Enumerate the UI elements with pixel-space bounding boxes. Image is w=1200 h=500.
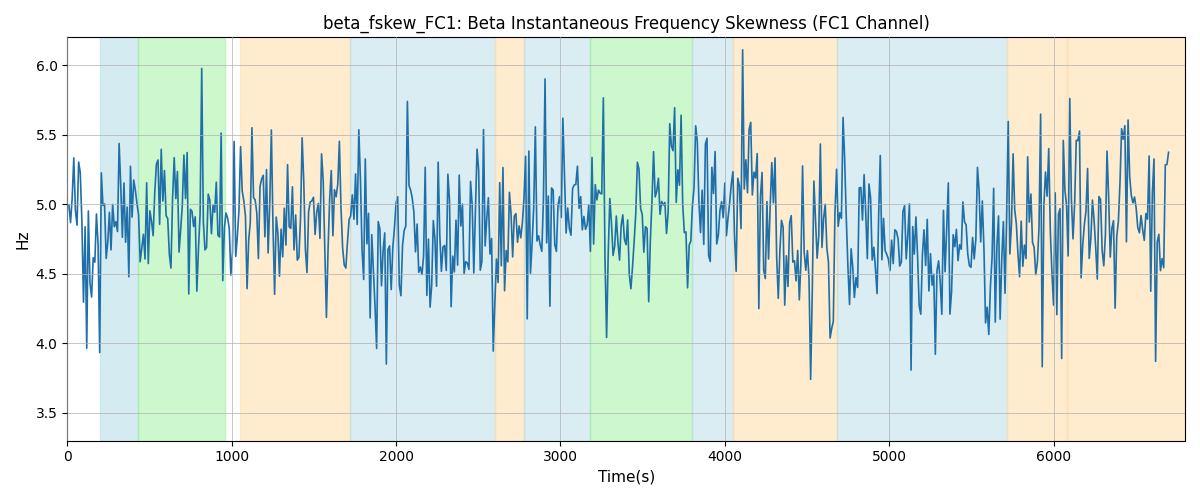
Bar <box>733 38 836 440</box>
Bar <box>524 38 590 440</box>
Bar <box>1008 38 1067 440</box>
X-axis label: Time(s): Time(s) <box>598 470 655 485</box>
Bar <box>100 38 138 440</box>
Bar <box>138 38 226 440</box>
Bar <box>240 38 350 440</box>
Bar <box>836 38 1008 440</box>
Bar <box>350 38 494 440</box>
Bar <box>692 38 733 440</box>
Title: beta_fskew_FC1: Beta Instantaneous Frequency Skewness (FC1 Channel): beta_fskew_FC1: Beta Instantaneous Frequ… <box>323 15 930 34</box>
Bar <box>1067 38 1184 440</box>
Y-axis label: Hz: Hz <box>16 230 30 249</box>
Bar <box>590 38 692 440</box>
Bar <box>494 38 524 440</box>
